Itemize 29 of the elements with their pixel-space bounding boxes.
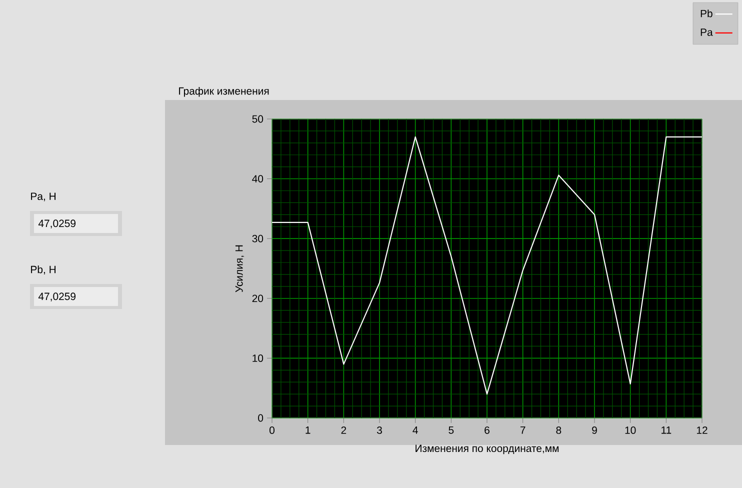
x-tick-label: 3 — [376, 426, 382, 434]
x-tick-label: 1 — [306, 426, 310, 434]
text: 47,0259 — [38, 292, 76, 302]
x-tick-label: 8 — [556, 426, 562, 434]
x-tick-label: 5 — [448, 426, 454, 434]
x-tick-label: 0 — [270, 426, 275, 434]
line-series — [272, 136, 702, 395]
y-tick-label: 10 — [252, 354, 264, 362]
y-axis-title: Усилия, Н — [235, 245, 244, 292]
x-tick-label: 10 — [625, 426, 636, 434]
y-tick-label: 30 — [252, 234, 264, 242]
x-tick-label: 7 — [520, 426, 526, 434]
x-tick-label: 2 — [341, 426, 346, 434]
y-tick-label: 40 — [252, 175, 264, 182]
x-tick-label: 11 — [662, 426, 672, 434]
x-tick-label: 4 — [412, 426, 418, 434]
legend-label: Pa — [700, 28, 713, 36]
x-tick-label: 6 — [484, 426, 490, 434]
y-tick-label: 50 — [252, 115, 264, 123]
text: 47,0259 — [38, 220, 76, 228]
text: Pb, Н — [31, 266, 56, 274]
text: Pa, Н — [31, 192, 56, 202]
x-tick-label: 9 — [592, 426, 597, 434]
y-tick-label: 0 — [258, 414, 264, 422]
legend-label: Pb — [700, 10, 712, 18]
x-axis-title: Изменения по координате,мм — [416, 444, 559, 454]
x-tick-label: 12 — [696, 426, 708, 434]
y-tick-label: 20 — [252, 294, 264, 302]
chart-title: График изменения — [179, 87, 269, 97]
